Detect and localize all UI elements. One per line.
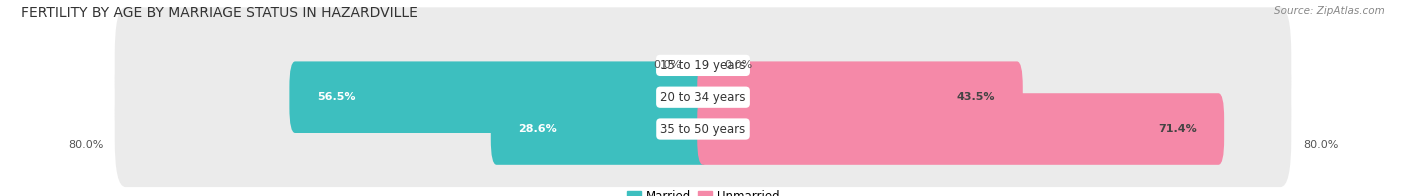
Text: 43.5%: 43.5% [957,92,995,102]
FancyBboxPatch shape [115,71,1291,187]
FancyBboxPatch shape [115,7,1291,123]
Text: 15 to 19 years: 15 to 19 years [661,59,745,72]
Legend: Married, Unmarried: Married, Unmarried [621,185,785,196]
Text: 0.0%: 0.0% [724,60,752,70]
Text: 20 to 34 years: 20 to 34 years [661,91,745,104]
FancyBboxPatch shape [115,39,1291,155]
Text: 80.0%: 80.0% [67,140,103,150]
Text: FERTILITY BY AGE BY MARRIAGE STATUS IN HAZARDVILLE: FERTILITY BY AGE BY MARRIAGE STATUS IN H… [21,6,418,20]
Text: 35 to 50 years: 35 to 50 years [661,122,745,135]
FancyBboxPatch shape [290,61,709,133]
FancyBboxPatch shape [697,61,1022,133]
Text: 71.4%: 71.4% [1159,124,1197,134]
FancyBboxPatch shape [697,93,1225,165]
Text: 0.0%: 0.0% [654,60,682,70]
Text: 56.5%: 56.5% [316,92,356,102]
Text: 80.0%: 80.0% [1303,140,1339,150]
Text: Source: ZipAtlas.com: Source: ZipAtlas.com [1274,6,1385,16]
FancyBboxPatch shape [491,93,709,165]
Text: 28.6%: 28.6% [519,124,557,134]
